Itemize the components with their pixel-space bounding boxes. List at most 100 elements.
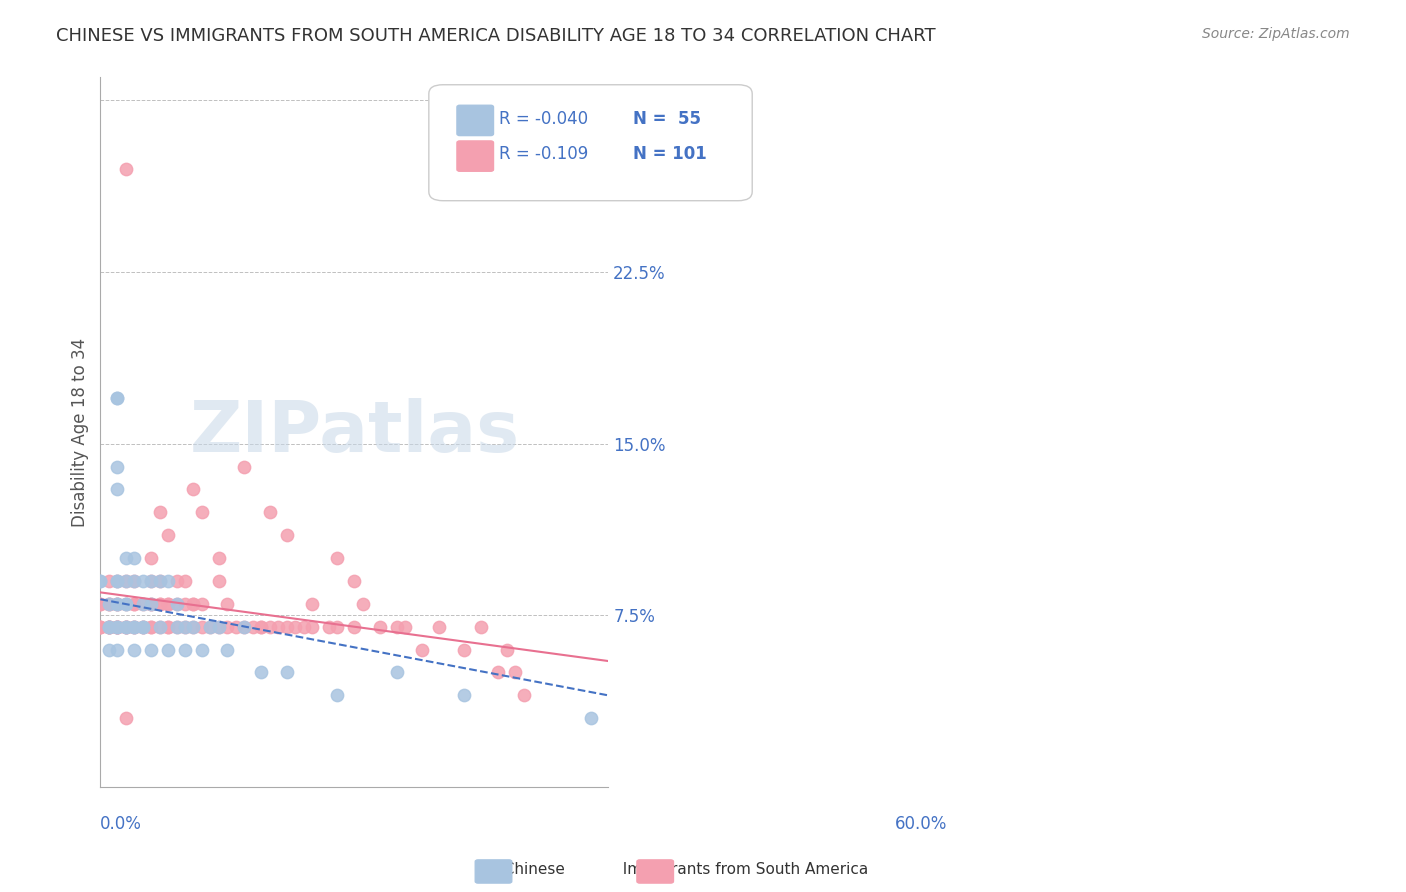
Point	[157, 620, 180, 634]
Point	[131, 620, 153, 634]
Point	[97, 620, 120, 634]
Point	[105, 597, 128, 611]
Text: Immigrants from South America: Immigrants from South America	[613, 863, 877, 877]
Point	[131, 620, 153, 634]
Point	[453, 689, 475, 703]
Point	[208, 620, 231, 634]
Point	[114, 574, 136, 588]
Point	[200, 620, 222, 634]
Point	[217, 620, 239, 634]
Point	[276, 528, 298, 542]
Point	[250, 665, 273, 680]
Point	[217, 597, 239, 611]
Point	[242, 620, 264, 634]
Point	[141, 642, 163, 657]
Point	[149, 574, 172, 588]
Point	[114, 711, 136, 725]
Point	[89, 620, 111, 634]
Point	[149, 620, 172, 634]
Point	[276, 665, 298, 680]
Point	[233, 620, 256, 634]
Point	[326, 620, 349, 634]
Point	[97, 597, 120, 611]
Point	[122, 642, 145, 657]
Text: N =  55: N = 55	[633, 110, 700, 128]
Point	[89, 620, 111, 634]
Point	[141, 597, 163, 611]
Point	[352, 597, 374, 611]
Point	[114, 620, 136, 634]
Text: Chinese: Chinese	[494, 863, 575, 877]
Point	[166, 620, 188, 634]
Point	[131, 597, 153, 611]
Point	[97, 597, 120, 611]
Point	[343, 620, 366, 634]
Point	[512, 689, 534, 703]
Point	[122, 620, 145, 634]
Point	[105, 620, 128, 634]
Point	[105, 597, 128, 611]
Point	[141, 620, 163, 634]
Point	[157, 620, 180, 634]
Point	[453, 642, 475, 657]
Point	[97, 620, 120, 634]
Point	[105, 620, 128, 634]
Point	[174, 574, 197, 588]
Point	[250, 620, 273, 634]
Point	[470, 620, 492, 634]
Point	[486, 665, 509, 680]
Point	[183, 620, 205, 634]
Point	[114, 620, 136, 634]
Text: ZIPatlas: ZIPatlas	[190, 398, 519, 467]
Point	[191, 597, 214, 611]
Point	[149, 597, 172, 611]
Point	[97, 642, 120, 657]
Text: R = -0.109: R = -0.109	[499, 145, 588, 163]
Point	[301, 597, 323, 611]
Point	[276, 620, 298, 634]
Point	[233, 459, 256, 474]
Point	[343, 574, 366, 588]
Point	[141, 574, 163, 588]
Point	[114, 620, 136, 634]
Point	[217, 642, 239, 657]
Point	[97, 620, 120, 634]
Point	[166, 597, 188, 611]
Text: 0.0%: 0.0%	[100, 815, 142, 833]
Point	[267, 620, 290, 634]
Point	[166, 574, 188, 588]
Text: N = 101: N = 101	[633, 145, 706, 163]
Point	[105, 574, 128, 588]
Point	[394, 620, 416, 634]
Point	[114, 620, 136, 634]
Point	[122, 551, 145, 566]
Point	[149, 505, 172, 519]
Point	[105, 620, 128, 634]
Point	[157, 574, 180, 588]
Point	[174, 642, 197, 657]
Point	[122, 574, 145, 588]
Point	[284, 620, 307, 634]
Point	[183, 620, 205, 634]
Point	[157, 642, 180, 657]
Point	[191, 505, 214, 519]
Point	[89, 597, 111, 611]
Point	[114, 597, 136, 611]
Point	[157, 528, 180, 542]
Point	[122, 574, 145, 588]
Point	[174, 620, 197, 634]
Point	[105, 642, 128, 657]
Point	[174, 597, 197, 611]
Point	[97, 574, 120, 588]
Point	[149, 620, 172, 634]
Point	[131, 574, 153, 588]
Point	[114, 620, 136, 634]
Point	[141, 597, 163, 611]
Point	[141, 597, 163, 611]
Text: R = -0.040: R = -0.040	[499, 110, 588, 128]
Point	[183, 597, 205, 611]
Point	[122, 620, 145, 634]
Y-axis label: Disability Age 18 to 34: Disability Age 18 to 34	[72, 337, 89, 527]
Point	[318, 620, 340, 634]
Point	[141, 620, 163, 634]
